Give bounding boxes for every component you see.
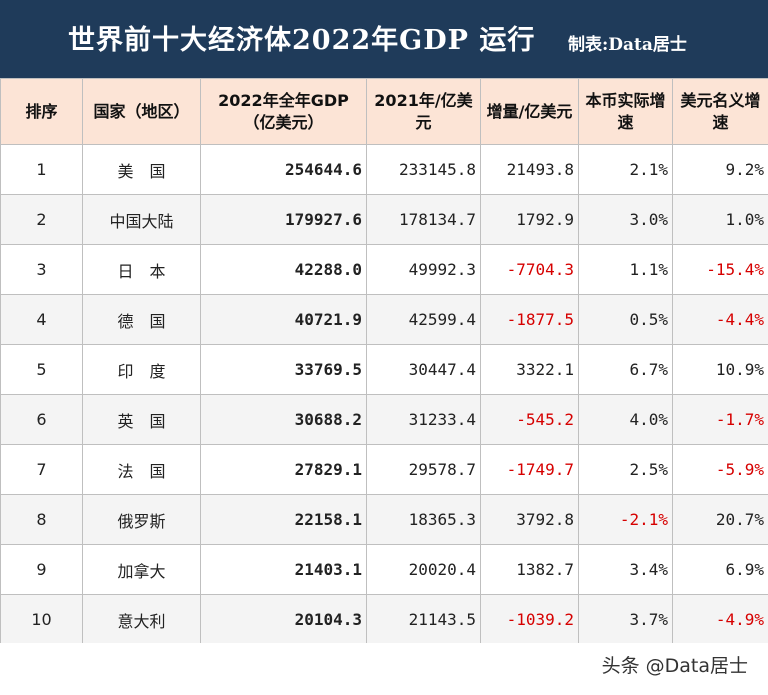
cell-rank: 4 [0, 294, 83, 345]
header-usd-growth: 美元名义增速 [672, 78, 768, 145]
watermark: 头条 @Data居士 [601, 655, 748, 677]
cell-rank: 5 [0, 344, 83, 395]
footer-area [0, 643, 768, 695]
cell-rank: 3 [0, 244, 83, 295]
cell-gdp-2022: 179927.6 [200, 194, 367, 245]
cell-gdp-2021: 29578.7 [366, 444, 481, 495]
cell-gdp-2022: 27829.1 [200, 444, 367, 495]
cell-real-growth: 3.0% [578, 194, 673, 245]
cell-gdp-2022: 20104.3 [200, 594, 367, 645]
cell-real-growth: 3.4% [578, 544, 673, 595]
page-title: 世界前十大经济体2022年GDP 运行 [68, 25, 536, 56]
cell-gdp-2021: 233145.8 [366, 144, 481, 195]
cell-rank: 8 [0, 494, 83, 545]
cell-usd-growth: 10.9% [672, 344, 768, 395]
cell-gdp-2022: 254644.6 [200, 144, 367, 195]
cell-gdp-2021: 21143.5 [366, 594, 481, 645]
header-gdp-2021: 2021年/亿美元 [366, 78, 481, 145]
header-country: 国家（地区） [82, 78, 201, 145]
cell-gdp-2021: 18365.3 [366, 494, 481, 545]
cell-gdp-2022: 42288.0 [200, 244, 367, 295]
title-bar: 世界前十大经济体2022年GDP 运行 制表:Data居士 [0, 0, 768, 78]
cell-real-growth: 6.7% [578, 344, 673, 395]
cell-gdp-2021: 49992.3 [366, 244, 481, 295]
cell-real-growth: 0.5% [578, 294, 673, 345]
cell-real-growth: -2.1% [578, 494, 673, 545]
cell-usd-growth: -5.9% [672, 444, 768, 495]
cell-gdp-2022: 21403.1 [200, 544, 367, 595]
table-row: 9 加拿大 21403.1 20020.4 1382.7 3.4% 6.9% [0, 544, 768, 595]
cell-country: 印 度 [82, 344, 201, 395]
cell-increment: 3792.8 [480, 494, 579, 545]
cell-country: 法 国 [82, 444, 201, 495]
header-row: 排序 国家（地区） 2022年全年GDP（亿美元） 2021年/亿美元 增量/亿… [0, 78, 768, 145]
cell-usd-growth: 6.9% [672, 544, 768, 595]
header-real-growth: 本币实际增速 [578, 78, 673, 145]
header-increment: 增量/亿美元 [480, 78, 579, 145]
table-row: 10 意大利 20104.3 21143.5 -1039.2 3.7% -4.9% [0, 594, 768, 645]
cell-country: 英 国 [82, 394, 201, 445]
cell-rank: 2 [0, 194, 83, 245]
cell-usd-growth: -15.4% [672, 244, 768, 295]
cell-increment: 21493.8 [480, 144, 579, 195]
cell-increment: 1382.7 [480, 544, 579, 595]
cell-real-growth: 3.7% [578, 594, 673, 645]
cell-country: 德 国 [82, 294, 201, 345]
cell-gdp-2021: 30447.4 [366, 344, 481, 395]
cell-country: 加拿大 [82, 544, 201, 595]
cell-usd-growth: 1.0% [672, 194, 768, 245]
cell-usd-growth: -4.9% [672, 594, 768, 645]
cell-real-growth: 1.1% [578, 244, 673, 295]
cell-gdp-2022: 30688.2 [200, 394, 367, 445]
cell-real-growth: 2.5% [578, 444, 673, 495]
cell-country: 中国大陆 [82, 194, 201, 245]
cell-increment: -1749.7 [480, 444, 579, 495]
maker-credit: 制表:Data居士 [568, 35, 687, 55]
cell-gdp-2022: 22158.1 [200, 494, 367, 545]
cell-real-growth: 4.0% [578, 394, 673, 445]
cell-rank: 10 [0, 594, 83, 645]
cell-gdp-2021: 20020.4 [366, 544, 481, 595]
cell-real-growth: 2.1% [578, 144, 673, 195]
cell-gdp-2021: 178134.7 [366, 194, 481, 245]
gdp-table: 排序 国家（地区） 2022年全年GDP（亿美元） 2021年/亿美元 增量/亿… [0, 78, 768, 645]
cell-gdp-2022: 40721.9 [200, 294, 367, 345]
cell-rank: 9 [0, 544, 83, 595]
cell-gdp-2021: 42599.4 [366, 294, 481, 345]
cell-country: 俄罗斯 [82, 494, 201, 545]
cell-usd-growth: -1.7% [672, 394, 768, 445]
cell-increment: -7704.3 [480, 244, 579, 295]
table-row: 2 中国大陆 179927.6 178134.7 1792.9 3.0% 1.0% [0, 194, 768, 245]
cell-increment: -545.2 [480, 394, 579, 445]
cell-rank: 6 [0, 394, 83, 445]
cell-rank: 7 [0, 444, 83, 495]
cell-gdp-2021: 31233.4 [366, 394, 481, 445]
cell-rank: 1 [0, 144, 83, 195]
cell-increment: -1039.2 [480, 594, 579, 645]
cell-increment: 3322.1 [480, 344, 579, 395]
cell-country: 美 国 [82, 144, 201, 195]
cell-usd-growth: 9.2% [672, 144, 768, 195]
table-row: 8 俄罗斯 22158.1 18365.3 3792.8 -2.1% 20.7% [0, 494, 768, 545]
cell-country: 日 本 [82, 244, 201, 295]
cell-country: 意大利 [82, 594, 201, 645]
header-rank: 排序 [0, 78, 83, 145]
cell-increment: -1877.5 [480, 294, 579, 345]
cell-increment: 1792.9 [480, 194, 579, 245]
header-gdp-2022: 2022年全年GDP（亿美元） [200, 78, 367, 145]
cell-gdp-2022: 33769.5 [200, 344, 367, 395]
cell-usd-growth: 20.7% [672, 494, 768, 545]
cell-usd-growth: -4.4% [672, 294, 768, 345]
